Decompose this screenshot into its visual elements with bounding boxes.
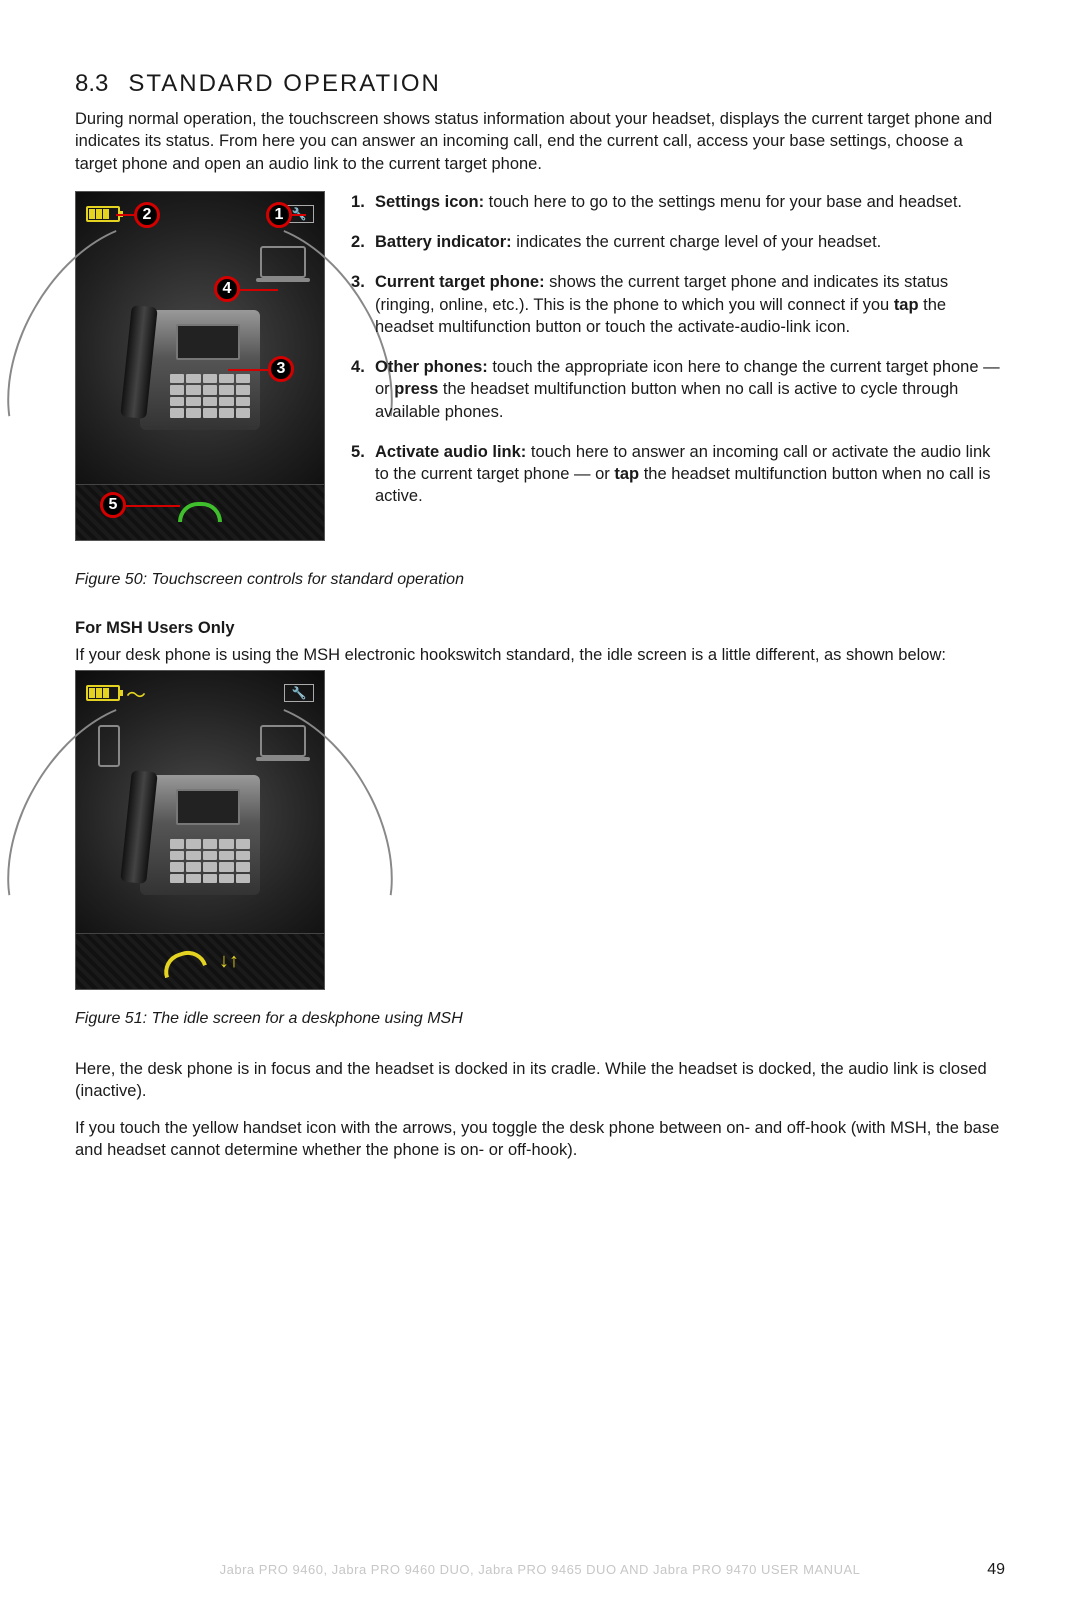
msh-intro: If your desk phone is using the MSH elec…	[75, 644, 1005, 666]
status-bar-2: 〜 🔧	[76, 681, 324, 705]
handset-green-icon	[178, 502, 222, 522]
feature-list-column: Settings icon: touch here to go to the s…	[351, 191, 1005, 526]
msh-paragraph-2: If you touch the yellow handset icon wit…	[75, 1117, 1005, 1162]
msh-paragraph-1: Here, the desk phone is in focus and the…	[75, 1058, 1005, 1103]
feature-item: Other phones: touch the appropriate icon…	[351, 356, 1005, 423]
msh-subheading: For MSH Users Only	[75, 619, 1005, 638]
figure-50-caption: Figure 50: Touchscreen controls for stan…	[75, 571, 1005, 589]
section-title: STANDARD OPERATION	[128, 70, 440, 98]
feature-label: Activate audio link:	[375, 443, 526, 461]
touchscreen-figure-51: 〜 🔧 ↓↑	[75, 670, 325, 990]
feature-item: Battery indicator: indicates the current…	[351, 231, 1005, 253]
feature-label: Settings icon:	[375, 193, 484, 211]
page-number: 49	[987, 1561, 1005, 1579]
bottom-bar: ↓↑	[76, 933, 324, 989]
battery-icon	[86, 206, 120, 222]
phone-illustration	[130, 280, 270, 430]
arrows-icon: ↓↑	[219, 950, 239, 973]
mobile-icon	[98, 725, 120, 767]
settings-icon: 🔧	[284, 684, 314, 702]
callout-5: 5	[100, 492, 126, 518]
feature-item: Settings icon: touch here to go to the s…	[351, 191, 1005, 213]
callout-2: 2	[134, 202, 160, 228]
feature-item: Activate audio link: touch here to answe…	[351, 441, 1005, 508]
callout-4: 4	[214, 276, 240, 302]
feature-item: Current target phone: shows the current …	[351, 271, 1005, 338]
footer-text: Jabra PRO 9460, Jabra PRO 9460 DUO, Jabr…	[0, 1562, 1080, 1577]
battery-icon	[86, 685, 120, 701]
figure-51-caption: Figure 51: The idle screen for a deskpho…	[75, 1010, 1005, 1028]
feature-list: Settings icon: touch here to go to the s…	[351, 191, 1005, 508]
section-number: 8.3	[75, 70, 108, 98]
phone-illustration	[130, 745, 270, 895]
touchscreen-figure-50: 🔧 1 2 4 3 5	[75, 191, 325, 541]
figure-50-row: 🔧 1 2 4 3 5 Settings icon: touch here to…	[75, 191, 1005, 541]
intro-paragraph: During normal operation, the touchscreen…	[75, 108, 1005, 175]
handset-yellow-icon	[159, 945, 207, 978]
callout-3: 3	[268, 356, 294, 382]
feature-label: Other phones:	[375, 358, 488, 376]
callout-1: 1	[266, 202, 292, 228]
feature-label: Battery indicator:	[375, 233, 512, 251]
section-heading: 8.3 STANDARD OPERATION	[75, 70, 1005, 98]
laptop-icon	[260, 246, 306, 278]
feature-label: Current target phone:	[375, 273, 545, 291]
